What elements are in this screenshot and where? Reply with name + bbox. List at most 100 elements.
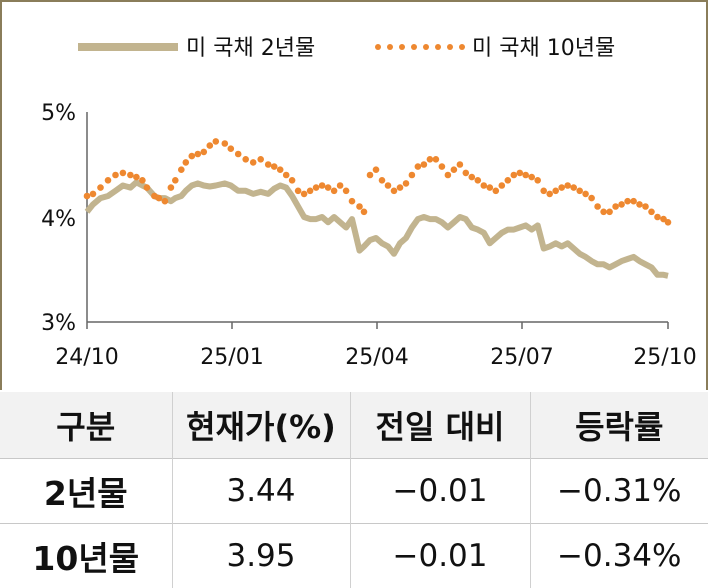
row-10y-change: −0.01 bbox=[349, 523, 530, 588]
header-category: 구분 bbox=[0, 392, 172, 459]
legend-dot bbox=[375, 44, 381, 50]
series-10y-point bbox=[654, 213, 661, 221]
series-2y-line bbox=[84, 179, 669, 279]
series-10y-point bbox=[143, 184, 151, 191]
series-10y-point bbox=[468, 173, 476, 181]
series-10y-point bbox=[462, 169, 470, 177]
series-10y-point bbox=[221, 140, 229, 147]
header-current-price: 현재가(%) bbox=[171, 392, 350, 459]
table-row: 10년물 3.95 −0.01 −0.34% bbox=[0, 523, 708, 588]
series-10y-point bbox=[612, 203, 619, 210]
series-10y-point bbox=[582, 190, 589, 198]
x-tick-label-2501: 25/01 bbox=[200, 345, 263, 370]
series-10y-point bbox=[360, 208, 368, 216]
y-tick-label-5: 5% bbox=[41, 101, 76, 126]
series-10y-point bbox=[330, 187, 338, 195]
legend-dot bbox=[387, 44, 393, 50]
legend-dot bbox=[447, 44, 453, 50]
series-10y-point bbox=[366, 171, 374, 179]
series-10y-point bbox=[528, 173, 535, 181]
series-10y-point bbox=[127, 171, 134, 179]
legend-dot bbox=[459, 44, 465, 50]
series-10y-point bbox=[188, 152, 196, 160]
frame-top-border bbox=[0, 0, 708, 2]
series-10y-point bbox=[119, 169, 127, 177]
series-10y-point bbox=[257, 156, 265, 163]
series-10y-point bbox=[618, 201, 625, 208]
legend-dot bbox=[423, 44, 429, 50]
series-10y-point bbox=[648, 208, 655, 216]
series-10y-point bbox=[432, 156, 440, 163]
series-10y-point bbox=[282, 171, 290, 179]
series-10y-point bbox=[624, 197, 631, 205]
y-tick-label-4: 4% bbox=[41, 207, 76, 232]
series-10y-point bbox=[133, 173, 140, 181]
series-10y-point bbox=[546, 190, 553, 198]
series-10y-point bbox=[504, 177, 512, 184]
series-10y-point bbox=[534, 177, 541, 184]
series-10y-point bbox=[206, 142, 214, 149]
series-10y-point bbox=[312, 184, 320, 191]
series-10y-point bbox=[97, 184, 104, 191]
legend-2y-label: 미 국채 2년물 bbox=[186, 36, 315, 61]
series-10y-point bbox=[402, 180, 410, 187]
series-10y-point bbox=[420, 161, 428, 168]
series-10y-point bbox=[194, 150, 202, 158]
series-10y-point bbox=[264, 161, 272, 168]
series-10y-point bbox=[178, 166, 185, 173]
series-10y-point bbox=[306, 187, 314, 195]
y-tick-label-3: 3% bbox=[41, 311, 76, 336]
plot-area bbox=[83, 138, 672, 279]
legend: 미 국채 2년물 미 국채 10년물 bbox=[78, 36, 615, 61]
row-10y-current: 3.95 bbox=[171, 523, 350, 588]
yield-line-chart: 미 국채 2년물 미 국채 10년물 5% 4% 3% 24/10 25/01 … bbox=[41, 36, 697, 370]
series-10y-point bbox=[480, 182, 488, 189]
series-10y-point bbox=[408, 171, 416, 179]
legend-dot bbox=[435, 44, 441, 50]
series-10y-point bbox=[172, 177, 179, 184]
series-10y-point bbox=[276, 166, 284, 173]
series-10y-point bbox=[348, 197, 356, 205]
row-2y-label: 2년물 bbox=[0, 458, 172, 524]
series-10y-point bbox=[242, 156, 249, 163]
row-10y-rate: −0.34% bbox=[529, 523, 708, 588]
series-10y-point bbox=[167, 184, 175, 191]
series-10y-point bbox=[588, 194, 595, 202]
series-10y-point bbox=[576, 187, 583, 195]
series-10y-point bbox=[390, 187, 398, 195]
series-10y-point bbox=[456, 161, 464, 168]
series-10y-point bbox=[492, 187, 500, 195]
x-tick-label-2510: 25/10 bbox=[633, 345, 696, 370]
series-10y-point bbox=[426, 156, 434, 163]
x-tick-label-2410: 24/10 bbox=[55, 345, 118, 370]
table-header-row: 구분 현재가(%) 전일 대비 등락률 bbox=[0, 392, 708, 459]
series-10y-point bbox=[570, 184, 577, 191]
series-10y-point bbox=[664, 219, 672, 226]
series-10y-point bbox=[444, 171, 452, 179]
series-10y-point bbox=[83, 192, 91, 200]
series-10y-point bbox=[474, 177, 482, 184]
row-2y-change: −0.01 bbox=[349, 458, 530, 524]
series-10y-point bbox=[200, 148, 208, 156]
x-tick-label-2504: 25/04 bbox=[345, 345, 408, 370]
legend-dot bbox=[399, 44, 405, 50]
series-10y-point bbox=[227, 145, 235, 152]
series-10y-point bbox=[564, 182, 571, 189]
x-axis-ticks bbox=[86, 322, 669, 329]
row-10y-label: 10년물 bbox=[0, 523, 172, 588]
series-10y-point bbox=[372, 166, 380, 173]
series-10y-point bbox=[642, 203, 649, 210]
series-10y-point bbox=[139, 177, 146, 184]
series-10y-point bbox=[558, 184, 565, 191]
table-row: 2년물 3.44 −0.01 −0.31% bbox=[0, 458, 708, 524]
series-10y-point bbox=[300, 190, 308, 198]
frame-left-border bbox=[0, 0, 2, 390]
series-10y-point bbox=[161, 197, 169, 205]
series-10y-point bbox=[450, 166, 458, 173]
x-tick-label-2507: 25/07 bbox=[490, 345, 553, 370]
series-10y-point bbox=[522, 171, 529, 179]
series-10y-point bbox=[630, 197, 637, 205]
series-10y-point bbox=[636, 201, 643, 208]
series-10y-point bbox=[318, 182, 326, 189]
series-10y-point bbox=[249, 159, 257, 166]
